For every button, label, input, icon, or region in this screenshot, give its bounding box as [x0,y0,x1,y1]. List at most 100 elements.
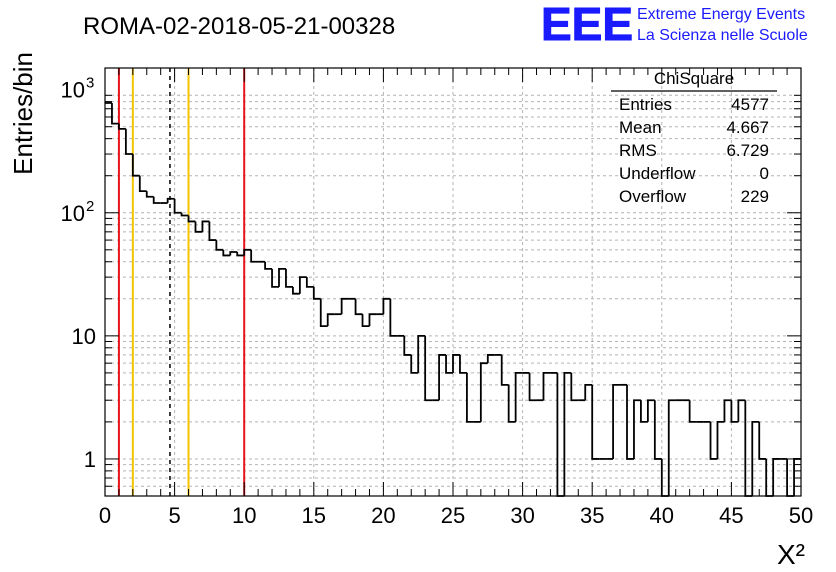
y-tick-exponent: 3 [86,75,94,92]
run-title: ROMA-02-2018-05-21-00328 [83,13,395,40]
histogram-bin [438,354,447,401]
stats-value: 4577 [731,95,769,114]
x-tick-label: 5 [168,503,180,528]
y-tick-label: 1 [84,447,96,472]
histogram-bin [730,400,739,423]
histogram-bin [667,399,676,496]
histogram-bin [452,354,460,373]
histogram-bin [298,276,307,294]
histogram-bin [570,372,579,402]
brand-line-1: Extreme Energy Events [637,6,805,23]
histogram-bin [222,249,231,257]
y-tick-label: 10 [61,78,85,103]
histogram-bin [285,268,293,288]
x-tick-label: 20 [371,503,395,528]
y-axis-label: Entries/bin [8,52,38,175]
histogram-bin [131,154,140,177]
histogram-bin [716,420,725,459]
histogram-bin [208,221,217,241]
x-tick-label: 40 [650,503,674,528]
x-tick-label: 50 [789,503,813,528]
histogram-bin [201,220,210,232]
histogram-bin [319,298,328,328]
eee-logo: EEE [541,0,633,50]
histogram-bin [424,335,433,402]
y-tick-label: 10 [61,201,85,226]
histogram-bin [152,196,161,204]
histogram-bin [111,102,119,125]
histogram-bin [633,399,641,459]
histogram-bin [271,268,279,288]
histogram-bin [737,399,746,422]
histogram-bin [236,252,245,257]
histogram-bin [507,384,516,423]
histogram-bin [591,384,600,460]
histogram-bin [118,123,126,130]
brand-line-2: La Scienza nelle Scuole [637,27,808,44]
histogram-bin [382,297,391,315]
y-tick-label: 10 [72,324,96,349]
histogram-bin [361,314,370,328]
histogram-bin [466,372,474,423]
histogram-bin [194,221,203,233]
histogram-bin [772,458,781,496]
x-tick-label: 0 [99,503,111,528]
stats-label: Mean [619,118,662,137]
histogram-bin [688,400,697,423]
histogram-bin [243,248,252,256]
histogram-bin [229,251,238,256]
histogram-bin [187,215,196,223]
histogram-bin [173,198,182,214]
histogram-bin [417,334,426,373]
histogram-bin [305,277,314,288]
stats-label: Overflow [619,187,687,206]
histogram-bin [180,212,189,217]
stats-label: Underflow [619,164,696,183]
plot-frame [104,67,802,497]
histogram-bin [500,354,509,386]
x-tick-label: 10 [232,503,256,528]
stats-value: 4.667 [726,118,769,137]
histogram-bin [312,286,321,300]
histogram-bin [354,298,363,316]
x-tick-label: 15 [302,503,326,528]
histogram-bin [459,354,467,374]
histogram-bin [640,400,648,423]
histogram-bin [326,313,335,327]
histogram-bin [445,354,453,374]
histogram-bin [563,372,572,496]
y-tick-exponent: 2 [86,198,94,215]
histogram-bin [215,240,224,251]
histogram-bin [479,362,488,422]
histogram-bin [612,383,621,459]
histogram-bin [709,421,718,460]
histogram-bin [514,372,523,422]
histogram-bin [340,297,349,315]
stats-label: Entries [619,95,672,114]
histogram-bin [723,399,732,422]
histogram-bin [250,249,259,263]
stats-rows: Entries 4577 Mean 4.667 RMS 6.729 Underflow 0 Ov… [619,95,769,206]
histogram-bin [166,197,175,204]
histogram-bin [138,175,147,192]
x-tick-label: 35 [580,503,604,528]
stats-label: RMS [619,141,657,160]
stats-value: 229 [741,187,769,206]
histogram-bin [653,400,662,460]
stats-value: 6.729 [726,141,769,160]
histogram-bin [486,354,495,364]
histogram-bin [751,420,760,496]
x-axis-label: X² [777,539,805,570]
histogram-bin [403,335,412,356]
stats-title: ChiSquare [654,69,734,88]
histogram-bin [389,298,398,337]
histogram-bin [626,384,634,460]
vertical-lines-layer [117,68,246,496]
x-tick-label: 25 [441,503,465,528]
histogram-bin [292,286,300,295]
histogram-bin [744,400,753,497]
histogram-bin [278,267,286,287]
